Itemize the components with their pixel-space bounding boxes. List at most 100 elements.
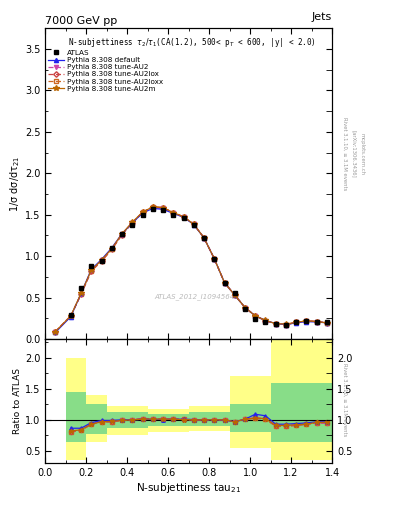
ATLAS — [325, 319, 329, 326]
Pythia 8.308 tune-AU2lox — [99, 258, 104, 264]
Pythia 8.308 default — [53, 329, 58, 335]
Pythia 8.308 tune-AU2lox — [314, 318, 319, 325]
Pythia 8.308 tune-AU2 — [202, 235, 206, 241]
Pythia 8.308 tune-AU2m — [120, 231, 125, 237]
ATLAS — [109, 245, 114, 251]
Pythia 8.308 tune-AU2 — [242, 305, 247, 311]
ATLAS — [130, 222, 135, 228]
Pythia 8.308 tune-AU2 — [325, 320, 329, 326]
ATLAS — [232, 290, 237, 296]
Line: Pythia 8.308 default: Pythia 8.308 default — [53, 206, 329, 334]
Y-axis label: 1/σ dσ/dτ$_{21}$: 1/σ dσ/dτ$_{21}$ — [8, 155, 22, 212]
Line: Pythia 8.308 tune-AU2loxx: Pythia 8.308 tune-AU2loxx — [53, 205, 329, 334]
Pythia 8.308 default — [263, 317, 268, 324]
Pythia 8.308 tune-AU2m — [284, 321, 288, 327]
Pythia 8.308 default — [151, 205, 155, 211]
Pythia 8.308 default — [120, 231, 125, 237]
Pythia 8.308 tune-AU2loxx — [109, 246, 114, 252]
Pythia 8.308 tune-AU2lox — [325, 320, 329, 326]
Text: ATLAS_2012_I1094564: ATLAS_2012_I1094564 — [154, 293, 235, 301]
Pythia 8.308 tune-AU2lox — [242, 305, 247, 311]
Pythia 8.308 tune-AU2m — [151, 204, 155, 210]
Pythia 8.308 tune-AU2m — [68, 313, 73, 319]
Pythia 8.308 tune-AU2lox — [171, 209, 176, 216]
Pythia 8.308 tune-AU2 — [181, 214, 186, 220]
Line: ATLAS: ATLAS — [68, 206, 329, 327]
Pythia 8.308 default — [181, 214, 186, 220]
Pythia 8.308 tune-AU2loxx — [130, 220, 135, 226]
ATLAS — [314, 318, 319, 325]
Text: N-subjettiness $\tau_2/\tau_1$(CA(1.2), 500< p$_T$ < 600, |y| < 2.0): N-subjettiness $\tau_2/\tau_1$(CA(1.2), … — [68, 36, 316, 49]
Pythia 8.308 tune-AU2m — [181, 214, 186, 220]
Pythia 8.308 tune-AU2lox — [263, 318, 268, 324]
Pythia 8.308 tune-AU2 — [89, 267, 94, 273]
Pythia 8.308 tune-AU2 — [53, 329, 58, 335]
Pythia 8.308 tune-AU2lox — [253, 313, 257, 319]
Pythia 8.308 tune-AU2loxx — [53, 329, 58, 335]
Text: Rivet 3.1.10, ≥ 3.1M events: Rivet 3.1.10, ≥ 3.1M events — [342, 117, 347, 190]
Pythia 8.308 tune-AU2m — [294, 319, 299, 326]
Pythia 8.308 tune-AU2lox — [222, 280, 227, 286]
Pythia 8.308 tune-AU2m — [53, 329, 58, 335]
Pythia 8.308 tune-AU2lox — [120, 231, 125, 238]
Pythia 8.308 default — [130, 220, 135, 226]
Pythia 8.308 tune-AU2m — [89, 267, 94, 273]
Pythia 8.308 tune-AU2lox — [151, 204, 155, 210]
ATLAS — [140, 211, 145, 218]
Pythia 8.308 tune-AU2m — [161, 205, 165, 211]
Pythia 8.308 tune-AU2m — [242, 305, 247, 311]
Pythia 8.308 tune-AU2m — [325, 320, 329, 326]
Pythia 8.308 tune-AU2 — [304, 318, 309, 324]
Pythia 8.308 tune-AU2lox — [161, 205, 165, 211]
Pythia 8.308 tune-AU2loxx — [140, 209, 145, 215]
Pythia 8.308 tune-AU2 — [130, 220, 135, 226]
Pythia 8.308 tune-AU2m — [304, 318, 309, 324]
Pythia 8.308 tune-AU2lox — [304, 318, 309, 324]
Line: Pythia 8.308 tune-AU2m: Pythia 8.308 tune-AU2m — [53, 204, 330, 334]
Pythia 8.308 default — [325, 320, 329, 326]
Pythia 8.308 tune-AU2 — [274, 321, 278, 327]
Pythia 8.308 default — [253, 313, 257, 319]
Pythia 8.308 default — [284, 322, 288, 328]
Pythia 8.308 tune-AU2lox — [274, 321, 278, 327]
Pythia 8.308 tune-AU2lox — [284, 322, 288, 328]
Text: 7000 GeV pp: 7000 GeV pp — [45, 16, 118, 26]
Pythia 8.308 default — [79, 290, 83, 296]
Pythia 8.308 tune-AU2 — [222, 280, 227, 286]
Pythia 8.308 tune-AU2loxx — [99, 258, 104, 264]
Pythia 8.308 tune-AU2 — [253, 313, 257, 319]
Pythia 8.308 tune-AU2m — [314, 318, 319, 325]
Pythia 8.308 tune-AU2loxx — [89, 268, 94, 274]
Text: [arXiv:1306.3436]: [arXiv:1306.3436] — [351, 130, 356, 178]
Pythia 8.308 tune-AU2m — [222, 280, 227, 286]
Pythia 8.308 tune-AU2loxx — [68, 313, 73, 319]
Pythia 8.308 default — [109, 245, 114, 251]
ATLAS — [253, 315, 257, 322]
Pythia 8.308 default — [89, 266, 94, 272]
ATLAS — [304, 318, 309, 324]
Pythia 8.308 tune-AU2m — [212, 255, 217, 262]
Pythia 8.308 tune-AU2 — [191, 221, 196, 227]
Legend: ATLAS, Pythia 8.308 default, Pythia 8.308 tune-AU2, Pythia 8.308 tune-AU2lox, Py: ATLAS, Pythia 8.308 default, Pythia 8.30… — [48, 50, 163, 92]
ATLAS — [181, 215, 186, 221]
Pythia 8.308 tune-AU2m — [253, 313, 257, 319]
ATLAS — [263, 319, 268, 325]
Pythia 8.308 tune-AU2m — [232, 292, 237, 298]
Pythia 8.308 default — [212, 255, 217, 262]
Pythia 8.308 tune-AU2 — [120, 231, 125, 237]
Pythia 8.308 tune-AU2 — [232, 292, 237, 298]
Pythia 8.308 tune-AU2 — [109, 246, 114, 252]
Line: Pythia 8.308 tune-AU2lox: Pythia 8.308 tune-AU2lox — [53, 205, 329, 333]
Pythia 8.308 tune-AU2loxx — [161, 205, 165, 211]
Pythia 8.308 default — [99, 257, 104, 263]
Pythia 8.308 tune-AU2loxx — [191, 221, 196, 227]
Pythia 8.308 tune-AU2lox — [294, 319, 299, 326]
Pythia 8.308 tune-AU2lox — [53, 329, 58, 335]
ATLAS — [171, 211, 176, 218]
ATLAS — [274, 321, 278, 327]
Pythia 8.308 tune-AU2loxx — [79, 291, 83, 297]
Pythia 8.308 tune-AU2loxx — [304, 318, 309, 324]
Pythia 8.308 tune-AU2loxx — [212, 255, 217, 262]
X-axis label: N-subjettiness tau$_{21}$: N-subjettiness tau$_{21}$ — [136, 481, 241, 495]
Y-axis label: Ratio to ATLAS: Ratio to ATLAS — [13, 368, 22, 434]
